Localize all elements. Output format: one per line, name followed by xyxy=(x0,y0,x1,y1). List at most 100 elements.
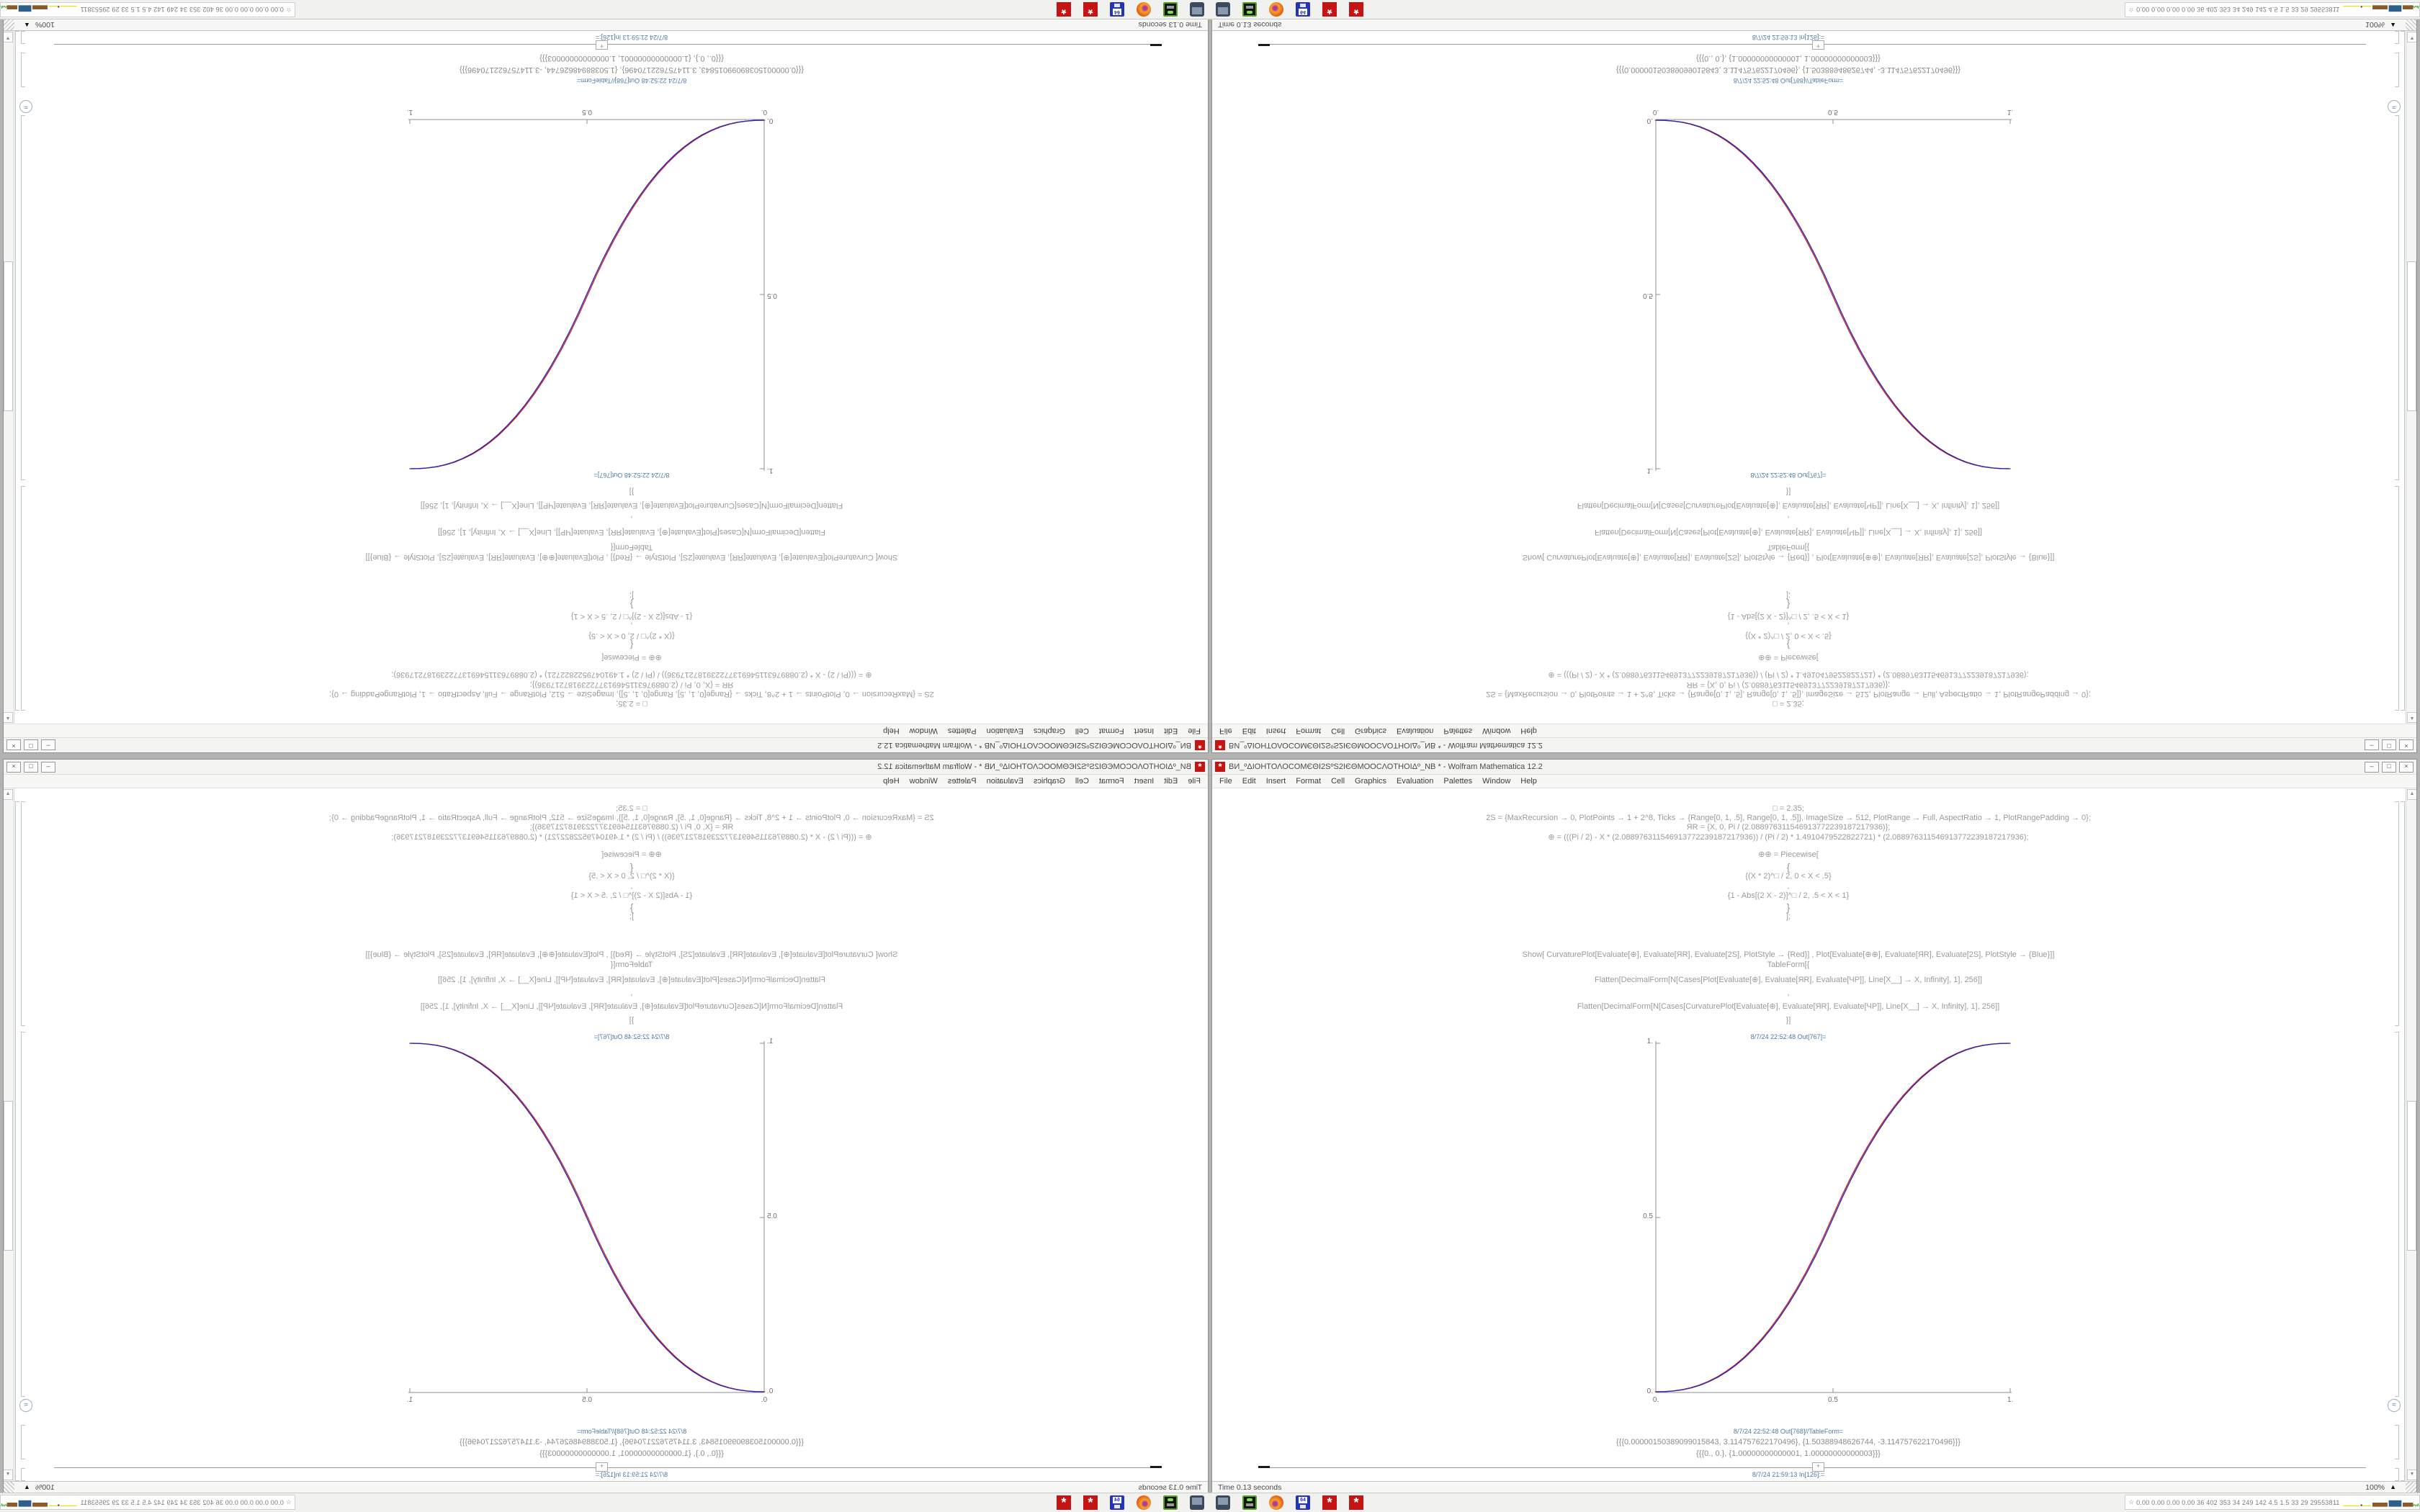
code-line[interactable]: 2S = {MaxRecursion → 0, PlotPoints → 1 +… xyxy=(1486,690,2091,698)
code-line[interactable]: ⊕⊕ = Piecewise[ xyxy=(601,850,662,859)
floppy-64-icon[interactable]: 64 xyxy=(1296,1495,1310,1510)
display-settings-icon[interactable] xyxy=(1190,1495,1204,1510)
code-line[interactable]: {1 - Abs[(2 X - 2)]^□ / 2, .5 < X < 1} xyxy=(570,612,693,621)
package-manager-icon[interactable] xyxy=(1242,2,1257,17)
cell-bracket-input-new[interactable] xyxy=(2395,1468,2399,1481)
menu-palettes[interactable]: Palettes xyxy=(1443,777,1473,786)
menu-insert[interactable]: Insert xyxy=(1134,726,1155,735)
code-line[interactable]: Flatten[DecimalForm[N[Cases[CurvaturePlo… xyxy=(1577,501,2000,510)
firefox-icon[interactable] xyxy=(1269,2,1283,17)
menu-format[interactable]: Format xyxy=(1296,777,1322,786)
code-line[interactable]: Show[ CurvaturePlot[Evaluate[⊕], Evaluat… xyxy=(1522,950,2055,959)
menu-insert[interactable]: Insert xyxy=(1134,777,1155,786)
mathematica-taskbar-icon-2[interactable]: * xyxy=(1057,2,1071,17)
close-button[interactable]: × xyxy=(6,761,21,773)
mathematica-taskbar-icon-1[interactable]: * xyxy=(1083,1495,1098,1510)
code-line[interactable]: TableForm[{ xyxy=(610,960,653,969)
cell-bracket-output-table[interactable] xyxy=(2395,53,2399,87)
cell-bracket-output-plot[interactable] xyxy=(21,115,25,480)
result-row[interactable]: {{{0.00000150389099015843, 3.11475762217… xyxy=(1616,1438,1960,1446)
scrollbar-thumb[interactable] xyxy=(4,1101,13,1251)
cell-bracket-input[interactable] xyxy=(21,486,25,711)
menu-cell[interactable]: Cell xyxy=(1075,726,1089,735)
mathematica-taskbar-icon-2[interactable]: * xyxy=(1057,1495,1071,1510)
code-line[interactable]: Flatten[DecimalForm[N[Cases[Plot[Evaluat… xyxy=(437,528,826,536)
insert-cell-plus-button[interactable]: + xyxy=(1812,1462,1824,1472)
code-line[interactable]: { xyxy=(1786,861,1791,873)
system-tray-monitor[interactable]: ☆ 0.00 0.00 0.00 0.00 36 402 353 34 249 … xyxy=(2125,1495,2420,1510)
code-line[interactable]: }] xyxy=(1785,487,1791,496)
code-line[interactable]: , xyxy=(1787,515,1790,523)
code-line[interactable]: { xyxy=(629,639,634,651)
code-line[interactable]: , xyxy=(1787,621,1790,630)
cell-bracket-group[interactable] xyxy=(15,31,19,711)
code-line[interactable]: ЯR = {X, 0, Pi / (2.08897631154691377223… xyxy=(529,680,734,689)
insert-cell-plus-button[interactable]: + xyxy=(596,40,608,50)
cell-bracket-output-table[interactable] xyxy=(2395,1425,2399,1459)
result-row[interactable]: {{{0.00000150389099015843, 3.11475762217… xyxy=(1616,66,1960,74)
code-line[interactable]: Flatten[DecimalForm[N[Cases[CurvaturePlo… xyxy=(420,1002,843,1011)
code-line[interactable]: ⊕⊕ = Piecewise[ xyxy=(601,653,662,662)
firefox-icon[interactable] xyxy=(1269,1495,1283,1510)
resize-grip[interactable] xyxy=(2406,19,2416,30)
cell-bracket-output-table[interactable] xyxy=(21,1425,25,1459)
code-line[interactable]: Flatten[DecimalForm[N[Cases[CurvaturePlo… xyxy=(420,501,843,510)
system-tray-monitor[interactable]: ☆ 0.00 0.00 0.00 0.00 36 402 353 34 249 … xyxy=(2125,2,2420,17)
menu-window[interactable]: Window xyxy=(909,777,938,786)
menu-format[interactable]: Format xyxy=(1098,777,1124,786)
code-line[interactable]: , xyxy=(630,989,633,997)
code-line[interactable]: □ = 2.35; xyxy=(1773,699,1804,708)
mathematica-taskbar-icon-1[interactable]: * xyxy=(1083,2,1098,17)
scroll-up-icon[interactable]: ▲ xyxy=(4,712,13,723)
zoom-level[interactable]: 100% xyxy=(35,1483,55,1492)
code-line[interactable]: ЯR = {X, 0, Pi / (2.08897631154691377223… xyxy=(1686,680,1891,689)
menu-graphics[interactable]: Graphics xyxy=(1033,777,1065,786)
menu-evaluation[interactable]: Evaluation xyxy=(1397,726,1434,735)
menu-edit[interactable]: Edit xyxy=(1242,726,1256,735)
close-button[interactable]: × xyxy=(6,739,21,751)
menu-cell[interactable]: Cell xyxy=(1331,726,1345,735)
code-line[interactable]: ]; xyxy=(1785,912,1791,921)
code-line[interactable]: {(X * 2)^□ / 2, 0 < X < .5} xyxy=(1745,631,1832,640)
code-line[interactable]: ]; xyxy=(1785,591,1791,600)
menu-help[interactable]: Help xyxy=(883,777,900,786)
code-line[interactable]: Flatten[DecimalForm[N[Cases[Plot[Evaluat… xyxy=(1594,528,1983,536)
code-line[interactable]: ⊕ = (((Pi / 2) - X * (2.0889763115469137… xyxy=(391,670,872,679)
code-line[interactable]: ⊕ = (((Pi / 2) - X * (2.0889763115469137… xyxy=(1548,670,2029,679)
scrollbar-thumb[interactable] xyxy=(2407,261,2416,411)
maximize-button[interactable]: □ xyxy=(2382,739,2396,751)
menu-insert[interactable]: Insert xyxy=(1265,777,1286,786)
menu-palettes[interactable]: Palettes xyxy=(1443,726,1473,735)
result-row[interactable]: {{{0., 0.}, {1.00000000000001, 1.0000000… xyxy=(539,54,724,63)
menu-file[interactable]: File xyxy=(1188,726,1201,735)
scroll-down-icon[interactable]: ▼ xyxy=(4,32,13,42)
code-line[interactable]: , xyxy=(1787,882,1790,891)
mathematica-taskbar-icon-2[interactable]: * xyxy=(1349,1495,1363,1510)
cell-bracket-input-new[interactable] xyxy=(21,31,25,44)
code-line[interactable]: ЯR = {X, 0, Pi / (2.08897631154691377223… xyxy=(529,823,734,832)
menu-file[interactable]: File xyxy=(1188,777,1201,786)
code-line[interactable]: ⊕⊕ = Piecewise[ xyxy=(1758,653,1819,662)
menu-palettes[interactable]: Palettes xyxy=(947,777,977,786)
scroll-down-icon[interactable]: ▼ xyxy=(2407,32,2416,42)
code-line[interactable]: {(X * 2)^□ / 2, 0 < X < .5} xyxy=(1745,872,1832,881)
code-line[interactable]: TableForm[{ xyxy=(1767,960,1810,969)
cell-bracket-output-plot[interactable] xyxy=(2395,115,2399,480)
close-button[interactable]: × xyxy=(2399,761,2414,773)
scroll-up-icon[interactable]: ▲ xyxy=(4,789,13,800)
firefox-icon[interactable] xyxy=(1137,1495,1151,1510)
menu-edit[interactable]: Edit xyxy=(1164,777,1178,786)
cell-insertion-line[interactable] xyxy=(54,44,1162,45)
cell-bracket-input[interactable] xyxy=(21,801,25,1026)
notebook-assistant-icon[interactable]: ≈ xyxy=(19,1399,32,1412)
code-line[interactable]: 2S = {MaxRecursion → 0, PlotPoints → 1 +… xyxy=(329,690,934,698)
mathematica-taskbar-icon-1[interactable]: * xyxy=(1322,2,1337,17)
floppy-64-icon[interactable]: 64 xyxy=(1296,2,1310,17)
resize-grip[interactable] xyxy=(2406,1482,2416,1493)
code-line[interactable]: {(X * 2)^□ / 2, 0 < X < .5} xyxy=(588,872,675,881)
title-bar[interactable]: * ВИ_ºΔΙΟΗΤΟΛΟCΟΜЄΘΙ2SºS2ΙЄΘΜΟΟCΛΟΤΗΟΙΔº… xyxy=(1212,737,2416,752)
code-line[interactable]: 2S = {MaxRecursion → 0, PlotPoints → 1 +… xyxy=(1486,814,2091,822)
menu-help[interactable]: Help xyxy=(1520,777,1537,786)
menu-edit[interactable]: Edit xyxy=(1242,777,1256,786)
display-settings-icon[interactable] xyxy=(1216,2,1230,17)
